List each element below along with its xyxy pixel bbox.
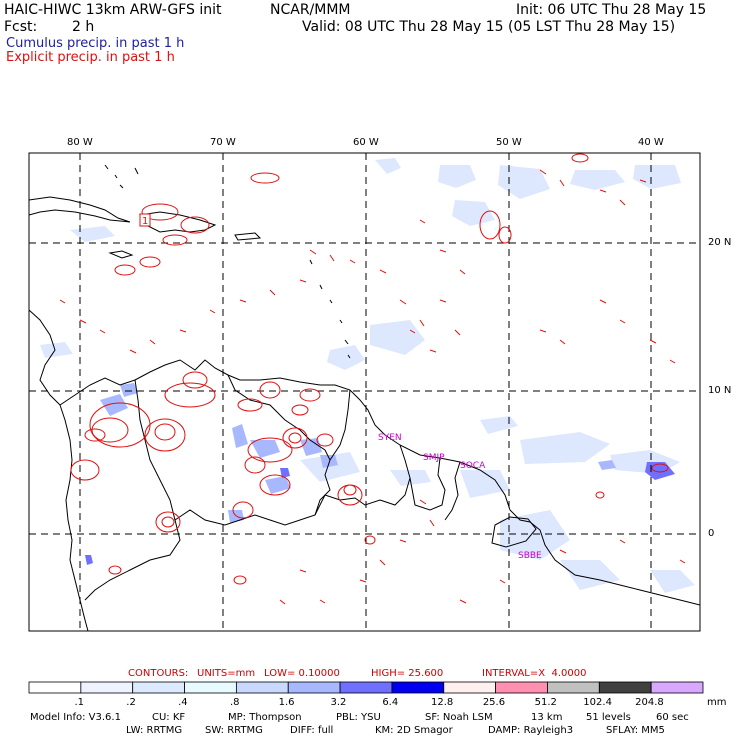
station-smjp: SMJP [423, 453, 445, 463]
valid-time: Valid: 08 UTC Thu 28 May 15 (05 LST Thu … [302, 19, 676, 35]
explicit-precip-contours [59, 153, 686, 605]
contours-label: CONTOURS: [128, 668, 189, 679]
lon-label-60w: 60 W [353, 137, 379, 148]
cumulus-precip-cores [100, 383, 616, 523]
model-info-sw: SW: RRTMG [205, 725, 263, 736]
contours-units: UNITS=mm [197, 668, 256, 679]
cumulus-precip-areas [40, 158, 695, 593]
model-info-dt: 60 sec [656, 712, 689, 723]
lat-label-20n: 20 N [708, 237, 732, 248]
colorbar-swatch [495, 681, 548, 694]
station-marker-label: 1 [142, 216, 148, 227]
colorbar-swatch [391, 681, 445, 694]
colorbar-label: 12.8 [430, 697, 454, 708]
colorbar-swatch [339, 681, 393, 694]
colorbar-swatch [443, 681, 497, 694]
colorbar-label: .2 [126, 697, 136, 708]
model-info-km: KM: 2D Smagor [375, 725, 453, 736]
colorbar-label: 102.4 [583, 697, 612, 708]
contours-high: HIGH= 25.600 [371, 668, 444, 679]
explicit-legend: Explicit precip. in past 1 h [6, 50, 175, 65]
colorbar-swatch [650, 681, 704, 694]
lon-label-50w: 50 W [496, 137, 522, 148]
colorbar [28, 681, 704, 694]
lon-label-70w: 70 W [210, 137, 236, 148]
lat-label-10n: 10 N [708, 385, 732, 396]
init-time: Init: 06 UTC Thu 28 May 15 [516, 2, 707, 18]
colorbar-label: 6.4 [382, 697, 399, 708]
coastlines [28, 164, 701, 632]
colorbar-label: 25.6 [482, 697, 506, 708]
map-frame [28, 152, 701, 632]
model-info-damp: DAMP: Rayleigh3 [488, 725, 574, 736]
station-marker: 1 [139, 213, 151, 227]
cumulus-legend: Cumulus precip. in past 1 h [6, 36, 185, 51]
model-info-sf: SF: Noah LSM [425, 712, 493, 723]
colorbar-label: 3.2 [330, 697, 347, 708]
colorbar-label: .1 [74, 697, 84, 708]
colorbar-unit: mm [707, 697, 727, 708]
org-label: NCAR/MMM [270, 2, 351, 18]
model-info-levels: 51 levels [586, 712, 631, 723]
colorbar-swatch [287, 681, 341, 694]
model-info-cu: CU: KF [152, 712, 186, 723]
model-info-lw: LW: RRTMG [126, 725, 183, 736]
lat-label-0: 0 [708, 528, 715, 539]
model-info-diff: DIFF: full [290, 725, 334, 736]
model-title: HAIC-HIWC 13km ARW-GFS init [4, 2, 222, 18]
colorbar-swatch [80, 681, 134, 694]
contours-low: LOW= 0.10000 [264, 668, 340, 679]
model-info-sflay: SFLAY: MM5 [606, 725, 665, 736]
colorbar-label: 51.2 [534, 697, 557, 708]
station-syen: SYEN [378, 433, 402, 443]
colorbar-label: 1.6 [278, 697, 295, 708]
colorbar-label: 204.8 [635, 697, 664, 708]
colorbar-swatch [28, 681, 82, 694]
model-info-res: 13 km [531, 712, 563, 723]
colorbar-label: .4 [178, 697, 188, 708]
model-info-version: Model Info: V3.6.1 [30, 712, 121, 723]
colorbar-swatch [235, 681, 289, 694]
lon-label-40w: 40 W [638, 137, 664, 148]
fcst-label: Fcst: [4, 19, 38, 35]
station-labels: SYEN SMJP SOCA SBBE [378, 433, 542, 561]
lon-label-80w: 80 W [67, 137, 93, 148]
lat-lon-grid [29, 153, 700, 631]
colorbar-swatch [132, 681, 185, 694]
colorbar-label: .8 [229, 697, 240, 708]
model-info-mp: MP: Thompson [228, 712, 302, 723]
fcst-value: 2 h [72, 19, 95, 35]
colorbar-swatch [598, 681, 652, 694]
colorbar-swatch [184, 681, 237, 694]
station-soca: SOCA [460, 461, 486, 471]
contours-interval: INTERVAL=X 4.0000 [482, 668, 587, 679]
model-info-pbl: PBL: YSU [336, 712, 381, 723]
colorbar-swatch [547, 681, 600, 694]
station-sbbe: SBBE [518, 551, 542, 561]
